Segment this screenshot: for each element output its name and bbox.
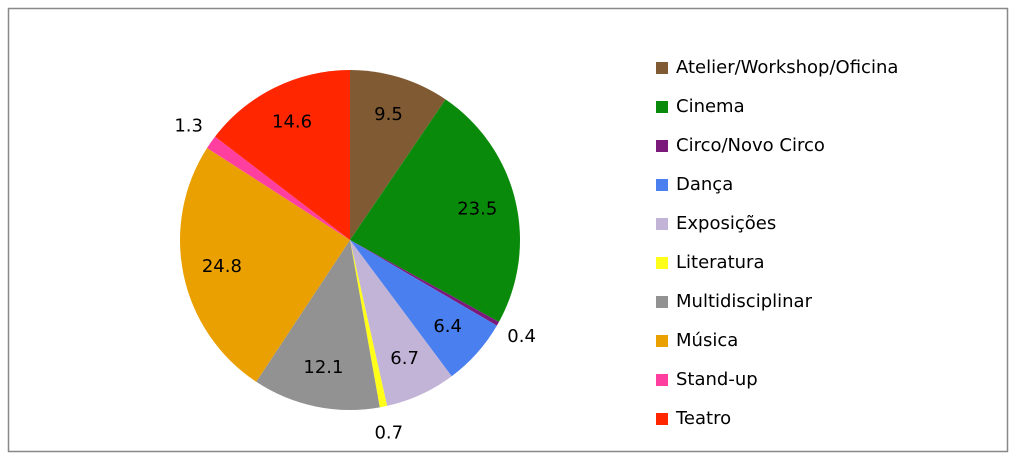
- data-label: 14.6: [272, 112, 312, 133]
- legend-swatch: [656, 335, 668, 347]
- data-label: 6.4: [433, 316, 462, 337]
- pie-slice: [350, 240, 497, 377]
- data-label: 12.1: [303, 357, 343, 378]
- legend-label: Atelier/Workshop/Oficina: [676, 57, 898, 78]
- pie-slice: [207, 136, 350, 240]
- legend-swatch: [656, 296, 668, 308]
- legend-swatch: [656, 218, 668, 230]
- legend-label: Exposições: [676, 213, 776, 234]
- data-label: 23.5: [457, 198, 497, 219]
- legend-swatch: [656, 101, 668, 113]
- pie-slice: [215, 70, 350, 240]
- legend-label: Literatura: [676, 252, 765, 273]
- legend-swatch: [656, 179, 668, 191]
- legend-swatch: [656, 62, 668, 74]
- pie-slice: [350, 70, 446, 240]
- legend-label: Teatro: [675, 408, 731, 429]
- data-label: 9.5: [374, 104, 403, 125]
- legend-label: Música: [676, 330, 738, 351]
- legend-swatch: [656, 257, 668, 269]
- data-label: 24.8: [202, 256, 242, 277]
- legend-label: Cinema: [676, 96, 745, 117]
- legend-label: Multidisciplinar: [676, 291, 813, 312]
- pie-slice: [350, 240, 499, 326]
- pie-slice: [180, 148, 350, 382]
- legend-swatch: [656, 140, 668, 152]
- legend-swatch: [656, 374, 668, 386]
- data-label: 6.7: [390, 348, 419, 369]
- data-label: 1.3: [174, 116, 203, 137]
- legend-label: Circo/Novo Circo: [676, 135, 825, 156]
- legend-swatch: [656, 413, 668, 425]
- data-label: 0.4: [507, 326, 536, 347]
- data-label: 0.7: [374, 422, 403, 443]
- pie-slice: [350, 240, 388, 408]
- pie-slice: [350, 99, 521, 322]
- pie-slice: [350, 240, 452, 406]
- legend-label: Stand-up: [676, 369, 758, 390]
- legend-label: Dança: [676, 174, 733, 195]
- pie-slice: [256, 240, 380, 411]
